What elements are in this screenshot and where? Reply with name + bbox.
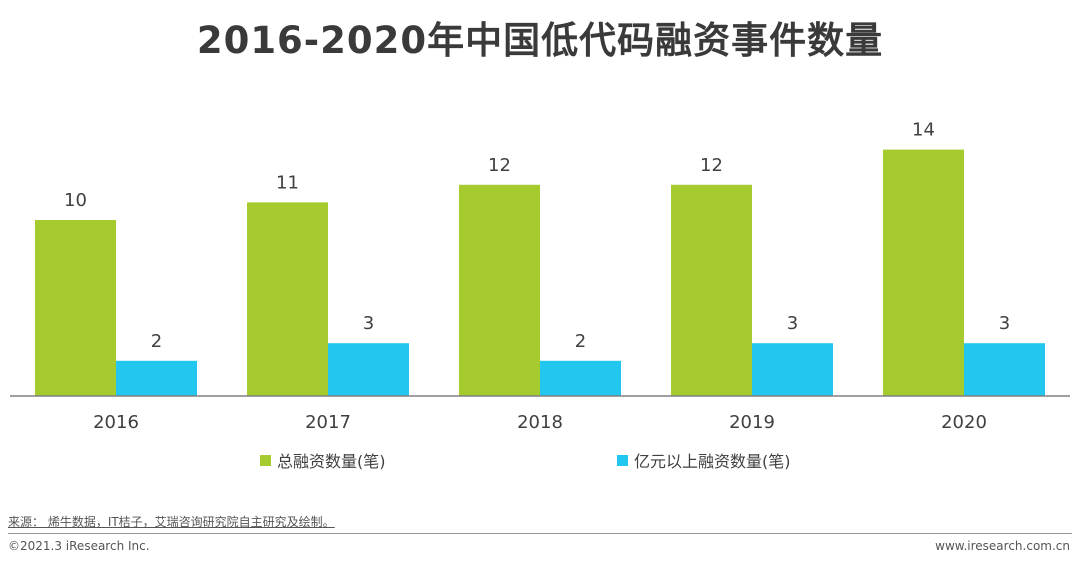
legend: 总融资数量(笔) 亿元以上融资数量(笔) <box>0 448 1080 472</box>
data-label-total-2017: 11 <box>276 172 299 193</box>
data-label-total-2016: 10 <box>64 190 87 211</box>
footer-divider <box>8 533 1072 534</box>
data-label-large-2019: 3 <box>787 313 798 334</box>
copyright-text: ©2021.3 iResearch Inc. <box>8 539 150 553</box>
legend-swatch-large <box>617 454 628 466</box>
chart-title: 2016-2020年中国低代码融资事件数量 <box>196 19 884 62</box>
bar-large-2016 <box>116 360 197 396</box>
source-note: 来源： 烯牛数据，IT桔子，艾瑞咨询研究院自主研究及绘制。 <box>8 515 335 529</box>
legend-swatch-total <box>260 454 271 466</box>
legend-label-total: 总融资数量(笔) <box>277 452 386 471</box>
x-tick-label-2019: 2019 <box>729 412 775 433</box>
bar-large-2020 <box>964 343 1045 396</box>
x-tick-label-2018: 2018 <box>517 412 563 433</box>
x-tick-label-2017: 2017 <box>305 412 351 433</box>
legend-item-total: 总融资数量(笔) <box>260 448 386 472</box>
bar-total-2019 <box>671 184 752 396</box>
data-label-large-2016: 2 <box>151 331 162 352</box>
bar-chart: 10 2 2016 11 3 2017 12 2 2018 12 3 2019 14 3 2020 <box>10 120 1070 433</box>
data-label-total-2020: 14 <box>912 120 935 141</box>
bar-large-2019 <box>752 343 833 396</box>
data-label-large-2020: 3 <box>999 313 1010 334</box>
x-tick-label-2020: 2020 <box>941 412 987 433</box>
data-label-total-2019: 12 <box>700 155 723 176</box>
data-label-large-2018: 2 <box>575 331 586 352</box>
bar-large-2018 <box>540 360 621 396</box>
data-label-total-2018: 12 <box>488 155 511 176</box>
bar-total-2016 <box>35 220 116 396</box>
data-label-large-2017: 3 <box>363 313 374 334</box>
x-tick-label-2016: 2016 <box>93 412 139 433</box>
bar-total-2020 <box>883 149 964 396</box>
legend-item-large: 亿元以上融资数量(笔) <box>617 448 791 472</box>
bar-total-2017 <box>247 202 328 396</box>
bar-total-2018 <box>459 184 540 396</box>
legend-label-large: 亿元以上融资数量(笔) <box>634 452 791 471</box>
bar-large-2017 <box>328 343 409 396</box>
website-link[interactable]: www.iresearch.com.cn <box>935 539 1070 553</box>
